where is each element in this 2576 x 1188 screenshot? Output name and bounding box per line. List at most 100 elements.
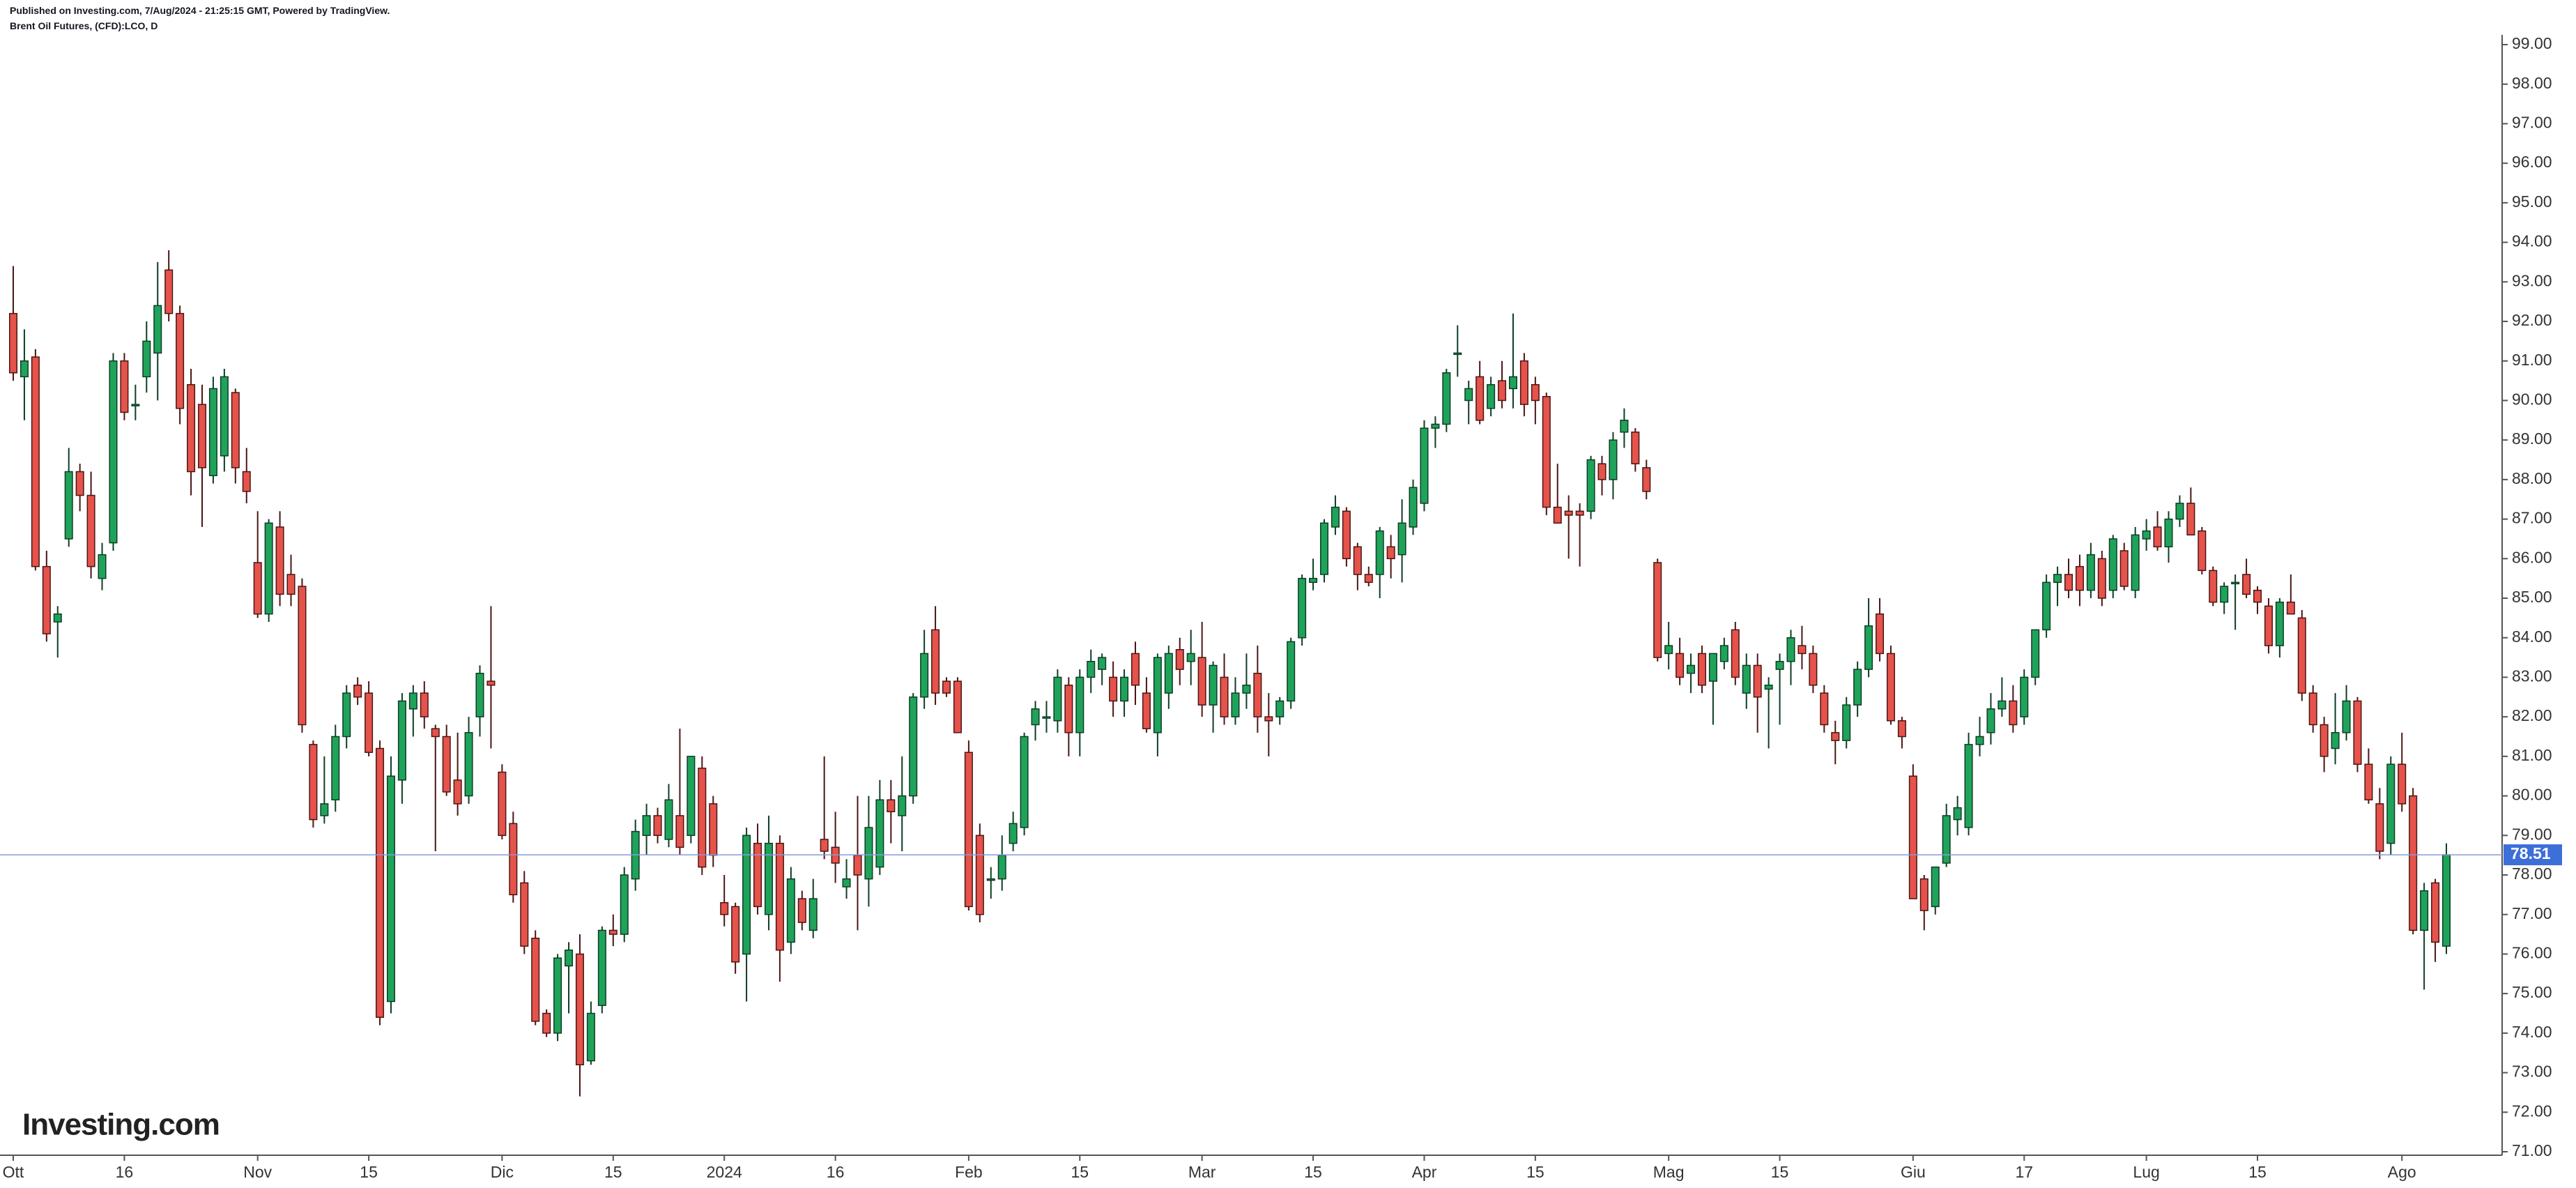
candle-body — [1653, 562, 1662, 658]
last-price-label: 78.51 — [2510, 844, 2551, 862]
candle-body — [42, 565, 51, 634]
candle-body — [986, 878, 995, 881]
candle-body — [286, 574, 296, 595]
candle-body — [1687, 664, 1696, 674]
candle-body — [1964, 744, 1973, 828]
candle-body — [1664, 645, 1673, 655]
candle-body — [1731, 629, 1740, 678]
candle-body — [1531, 383, 1540, 402]
candle-body — [1253, 673, 1262, 717]
candle-body — [20, 360, 29, 378]
candle-body — [1298, 577, 1307, 639]
candle-body — [1442, 372, 1451, 425]
x-tick-label: Lug — [2133, 1163, 2159, 1181]
candle-body — [275, 526, 284, 595]
candle-body — [1087, 660, 1096, 678]
candle-body — [2441, 854, 2451, 947]
candle-body — [1998, 700, 2007, 710]
candle-body — [2220, 586, 2229, 603]
candle-body — [253, 562, 262, 615]
candle-body — [131, 404, 140, 406]
candle-body — [808, 898, 818, 931]
candle-body — [1797, 645, 1807, 655]
candle-body — [1453, 352, 1462, 356]
x-tick-label: 15 — [2248, 1163, 2267, 1181]
candle-body — [1508, 376, 1517, 390]
candle-body — [164, 269, 174, 314]
candle-body — [442, 736, 451, 793]
candle-body — [2409, 795, 2418, 931]
candle-body — [620, 874, 629, 935]
candle-body — [1209, 664, 1218, 706]
candle-body — [1753, 664, 1762, 698]
x-tick-label: Mag — [1653, 1163, 1685, 1181]
x-tick-label: 15 — [1304, 1163, 1322, 1181]
candle-body — [1597, 463, 1607, 480]
candle-body — [2209, 570, 2218, 603]
candle-body — [2031, 629, 2040, 678]
y-tick-label: 73.00 — [2512, 1063, 2552, 1081]
candle-body — [1220, 676, 1229, 717]
y-tick-label: 74.00 — [2512, 1023, 2552, 1041]
candle-body — [431, 728, 440, 738]
candle-body — [109, 360, 118, 544]
x-tick-label: Dic — [491, 1163, 514, 1181]
candle-body — [242, 471, 251, 492]
x-tick-label: 15 — [1526, 1163, 1544, 1181]
x-tick-label: 15 — [604, 1163, 622, 1181]
x-tick-label: 15 — [1071, 1163, 1089, 1181]
candle-body — [531, 937, 540, 1022]
candle-body — [1864, 625, 1873, 670]
candle-body — [1931, 866, 1940, 908]
y-tick-label: 71.00 — [2512, 1141, 2552, 1159]
candle-body — [2231, 581, 2240, 585]
candle-body — [1620, 420, 1629, 433]
candle-body — [1397, 522, 1406, 556]
candle-body — [1120, 676, 1129, 702]
candle-body — [2242, 574, 2251, 595]
candle-body — [2119, 550, 2129, 587]
candle-body — [964, 752, 973, 908]
candle-body — [509, 823, 518, 896]
candle-body — [920, 653, 929, 698]
candle-body — [408, 692, 417, 710]
candle-body — [2342, 700, 2351, 733]
y-tick-label: 82.00 — [2512, 706, 2552, 724]
x-tick-label: 15 — [1771, 1163, 1789, 1181]
candle-body — [1542, 396, 1551, 508]
candle-body — [586, 1012, 595, 1062]
y-tick-label: 76.00 — [2512, 944, 2552, 962]
candle-body — [309, 744, 318, 821]
candle-body — [2320, 724, 2329, 757]
candle-body — [997, 854, 1006, 880]
candle-body — [898, 795, 907, 816]
candle-body — [1409, 487, 1418, 528]
candle-body — [1809, 653, 1818, 686]
candle-body — [1553, 506, 1562, 524]
candle-body — [1764, 685, 1773, 690]
candle-body — [753, 842, 762, 908]
candle-body — [1820, 692, 1829, 726]
candle-body — [1197, 657, 1206, 706]
x-tick-label: Apr — [1412, 1163, 1437, 1181]
candle-body — [2153, 526, 2162, 548]
candle-body — [1697, 653, 1706, 686]
candle-body — [820, 839, 829, 852]
y-tick-label: 89.00 — [2512, 429, 2552, 448]
candle-body — [775, 842, 784, 951]
candle-body — [231, 392, 240, 469]
y-tick-label: 83.00 — [2512, 667, 2552, 685]
candle-body — [2042, 581, 2051, 631]
candle-body — [520, 882, 529, 947]
candle-body — [553, 957, 562, 1034]
candle-body — [1742, 664, 1751, 694]
candle-body — [75, 471, 84, 496]
candle-body — [842, 878, 851, 888]
candle-body — [2131, 534, 2140, 591]
candle-body — [1130, 653, 1140, 686]
candle-body — [1364, 574, 1373, 584]
candle-body — [1575, 510, 1584, 516]
candle-body — [1475, 376, 1485, 421]
candle-body — [1186, 653, 1195, 662]
